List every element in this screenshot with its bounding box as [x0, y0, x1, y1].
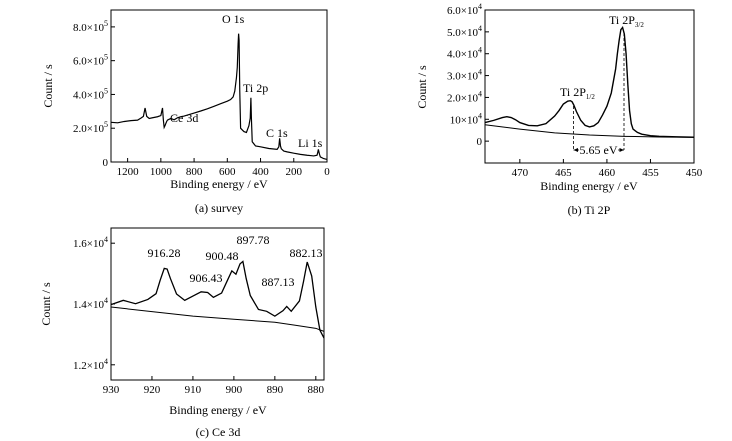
survey-plot-frame	[110, 9, 328, 163]
ce3d-spectrum-line	[110, 260, 325, 339]
survey-x-tick-label: 800	[186, 166, 203, 178]
ce3d-x-tick-label: 920	[144, 384, 161, 396]
ti2p-baseline-line	[484, 124, 695, 138]
ce3d-x-tick-label: 910	[185, 384, 202, 396]
ti2p-half-label: Ti 2P1/2	[560, 85, 595, 101]
ce3d-y-axis-label: Count / s	[39, 282, 53, 326]
ce3d-x-tick-label: 880	[308, 384, 325, 396]
ti2p-y-tick-label: 2.0×104	[447, 89, 482, 104]
ti2p-x-tick-label: 450	[686, 167, 703, 179]
survey-x-tick-label: 600	[219, 166, 236, 178]
ti2p-caption: (b) Ti 2P	[568, 203, 611, 217]
survey-y-tick-label: 8.0×105	[73, 19, 108, 34]
survey-x-tick-label: 1000	[150, 166, 173, 178]
ti2p-peak-label: Ti 2p	[243, 81, 268, 95]
arrow-right-icon	[619, 148, 624, 152]
ce3d-caption: (c) Ce 3d	[196, 425, 241, 439]
survey-x-tick-label: 0	[324, 166, 330, 178]
ti2p-x-tick-label: 460	[599, 167, 616, 179]
survey-y-tick-label: 4.0×105	[73, 86, 108, 101]
survey-panel: 1200 1000 800 600 400 200 0 0 2.0×105 4.0×105 6.0×…	[41, 9, 330, 215]
ce3d-baseline-line	[110, 306, 325, 332]
peak-882-label: 882.13	[290, 246, 323, 260]
survey-spectrum-line	[110, 33, 328, 161]
ti2p-y-tick-label: 3.0×104	[447, 68, 482, 83]
peak-906-label: 906.43	[190, 271, 223, 285]
ti2p-y-tick-label: 4.0×104	[447, 46, 482, 61]
ti2p-y-tick-label: 5.0×104	[447, 24, 482, 39]
ti2p-spectrum-line	[484, 25, 695, 138]
ti2p-y-tick-label: 6.0×104	[447, 2, 482, 17]
ti2p-panel: 470 465 460 455 450 0 10×104 2.0×104 3.0×104 4.0×…	[415, 2, 703, 217]
splitting-label: 5.65 eV	[580, 143, 618, 157]
survey-x-axis-label: Binding energy / eV	[170, 177, 268, 191]
ce3d-x-tick-label: 890	[267, 384, 284, 396]
survey-y-tick-label: 6.0×105	[73, 53, 108, 68]
ce3d-peak-label: Ce 3d	[170, 111, 198, 125]
survey-x-tick-label: 1200	[117, 166, 140, 178]
li1s-peak-label: Li 1s	[298, 136, 323, 150]
survey-caption: (a) survey	[195, 201, 243, 215]
splitting-label-bg	[579, 144, 618, 156]
arrow-left-icon	[573, 148, 578, 152]
ce3d-y-tick-label: 1.2×104	[73, 357, 108, 372]
peak-916-label: 916.28	[148, 246, 181, 260]
ti2p-y-tick-label: 10×104	[450, 111, 482, 126]
survey-y-tick-label: 0	[103, 157, 109, 169]
survey-x-tick-label: 400	[252, 166, 269, 178]
ti2p-x-axis-label: Binding energy / eV	[540, 179, 638, 193]
ti2p-y-axis-label: Count / s	[415, 65, 429, 109]
peak-887-label: 887.13	[262, 275, 295, 289]
ti2p-x-tick-label: 455	[642, 167, 659, 179]
ce3d-x-tick-label: 930	[103, 384, 120, 396]
ce3d-y-tick-label: 1.4×104	[73, 296, 108, 311]
survey-y-axis-label: Count / s	[41, 64, 55, 108]
o1s-peak-label: O 1s	[222, 12, 245, 26]
survey-x-tick-label: 200	[286, 166, 303, 178]
peak-897-label: 897.78	[237, 233, 270, 247]
ti2p-x-tick-label: 465	[555, 167, 572, 179]
ti2p-threehalves-label: Ti 2P3/2	[609, 13, 644, 29]
ce3d-x-axis-label: Binding energy / eV	[169, 403, 267, 417]
c1s-peak-label: C 1s	[266, 126, 288, 140]
ti2p-plot-frame	[484, 9, 695, 164]
ce3d-panel: 930 920 910 900 890 8801.2×1041.4×1041.6×104 …	[39, 227, 325, 439]
survey-y-tick-label: 2.0×105	[73, 120, 108, 135]
ce3d-y-tick-label: 1.6×104	[73, 235, 108, 250]
ti2p-y-tick-label: 0	[477, 136, 483, 148]
ti2p-x-tick-label: 470	[512, 167, 529, 179]
peak-900-label: 900.48	[206, 249, 239, 263]
ce3d-x-tick-label: 900	[226, 384, 243, 396]
